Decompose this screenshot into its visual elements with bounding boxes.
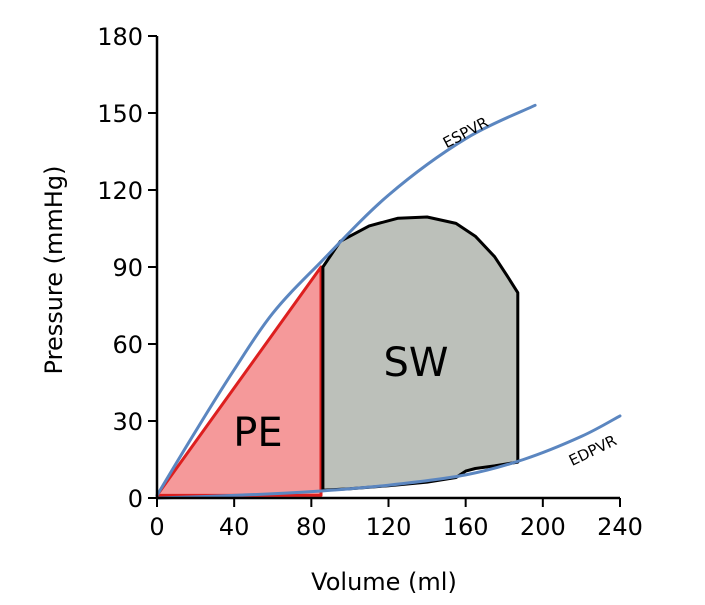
x-ticks: 0 40 80 120 160 200 240 [149,498,643,541]
x-tick-label: 40 [219,513,250,541]
x-tick-label: 200 [520,513,566,541]
espvr-curve [155,103,537,497]
edpvr-label: EDPVR [566,431,620,469]
y-tick-label: 150 [97,100,143,128]
edpvr-curve [155,414,622,500]
y-tick-label: 30 [112,408,143,436]
y-tick-label: 90 [112,254,143,282]
x-tick-label: 80 [296,513,327,541]
x-axis-label: Volume (ml) [311,568,457,596]
regions-layer [155,215,520,497]
y-tick-label: 120 [97,177,143,205]
y-tick-label: 180 [97,23,143,51]
curves-layer [155,103,622,500]
x-tick-label: 160 [443,513,489,541]
x-tick-label: 240 [597,513,643,541]
x-tick-label: 120 [366,513,412,541]
y-tick-label: 0 [128,485,143,513]
pe-region-label: PE [233,410,282,456]
y-ticks: 0 30 60 90 120 150 180 [97,23,157,513]
pe-region [155,265,323,497]
sw-region-label: SW [384,340,449,386]
x-tick-label: 0 [149,513,164,541]
espvr-label: ESPVR [440,113,491,152]
y-tick-label: 60 [112,331,143,359]
y-axis-label: Pressure (mmHg) [40,166,68,375]
